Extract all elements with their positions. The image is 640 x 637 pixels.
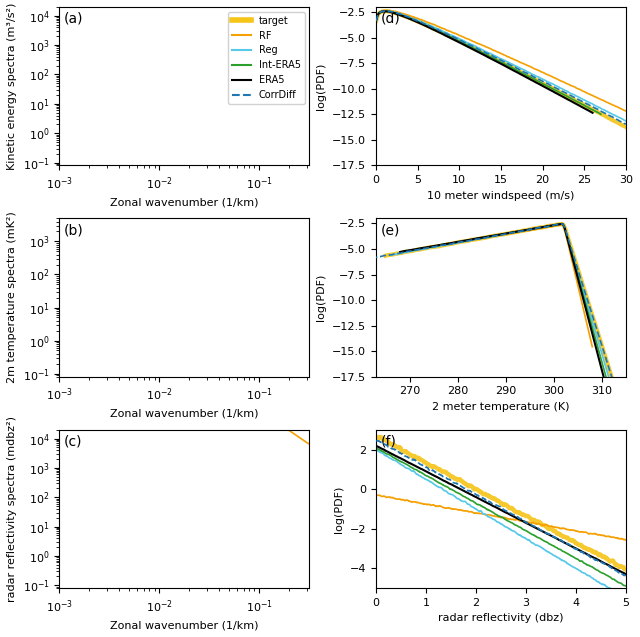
Text: (a): (a) — [64, 11, 84, 25]
Y-axis label: 2m temperature spectra (mK²): 2m temperature spectra (mK²) — [7, 211, 17, 383]
X-axis label: 10 meter windspeed (m/s): 10 meter windspeed (m/s) — [428, 190, 575, 201]
X-axis label: Zonal wavenumber (1/km): Zonal wavenumber (1/km) — [110, 409, 259, 419]
Legend: target, RF, Reg, Int-ERA5, ERA5, CorrDiff: target, RF, Reg, Int-ERA5, ERA5, CorrDif… — [228, 12, 305, 104]
Text: (c): (c) — [64, 434, 83, 448]
Text: (b): (b) — [64, 223, 84, 237]
Text: (d): (d) — [381, 11, 401, 25]
X-axis label: Zonal wavenumber (1/km): Zonal wavenumber (1/km) — [110, 197, 259, 207]
Text: (e): (e) — [381, 223, 400, 237]
Y-axis label: radar reflectivity spectra (mdbz²): radar reflectivity spectra (mdbz²) — [7, 416, 17, 602]
X-axis label: radar reflectivity (dbz): radar reflectivity (dbz) — [438, 613, 564, 624]
Text: (f): (f) — [381, 434, 397, 448]
X-axis label: Zonal wavenumber (1/km): Zonal wavenumber (1/km) — [110, 620, 259, 630]
Y-axis label: log(PDF): log(PDF) — [334, 485, 344, 533]
Y-axis label: Kinetic energy spectra (m³/s²): Kinetic energy spectra (m³/s²) — [7, 3, 17, 170]
Y-axis label: log(PDF): log(PDF) — [316, 274, 326, 321]
Y-axis label: log(PDF): log(PDF) — [316, 62, 326, 110]
X-axis label: 2 meter temperature (K): 2 meter temperature (K) — [432, 402, 570, 412]
